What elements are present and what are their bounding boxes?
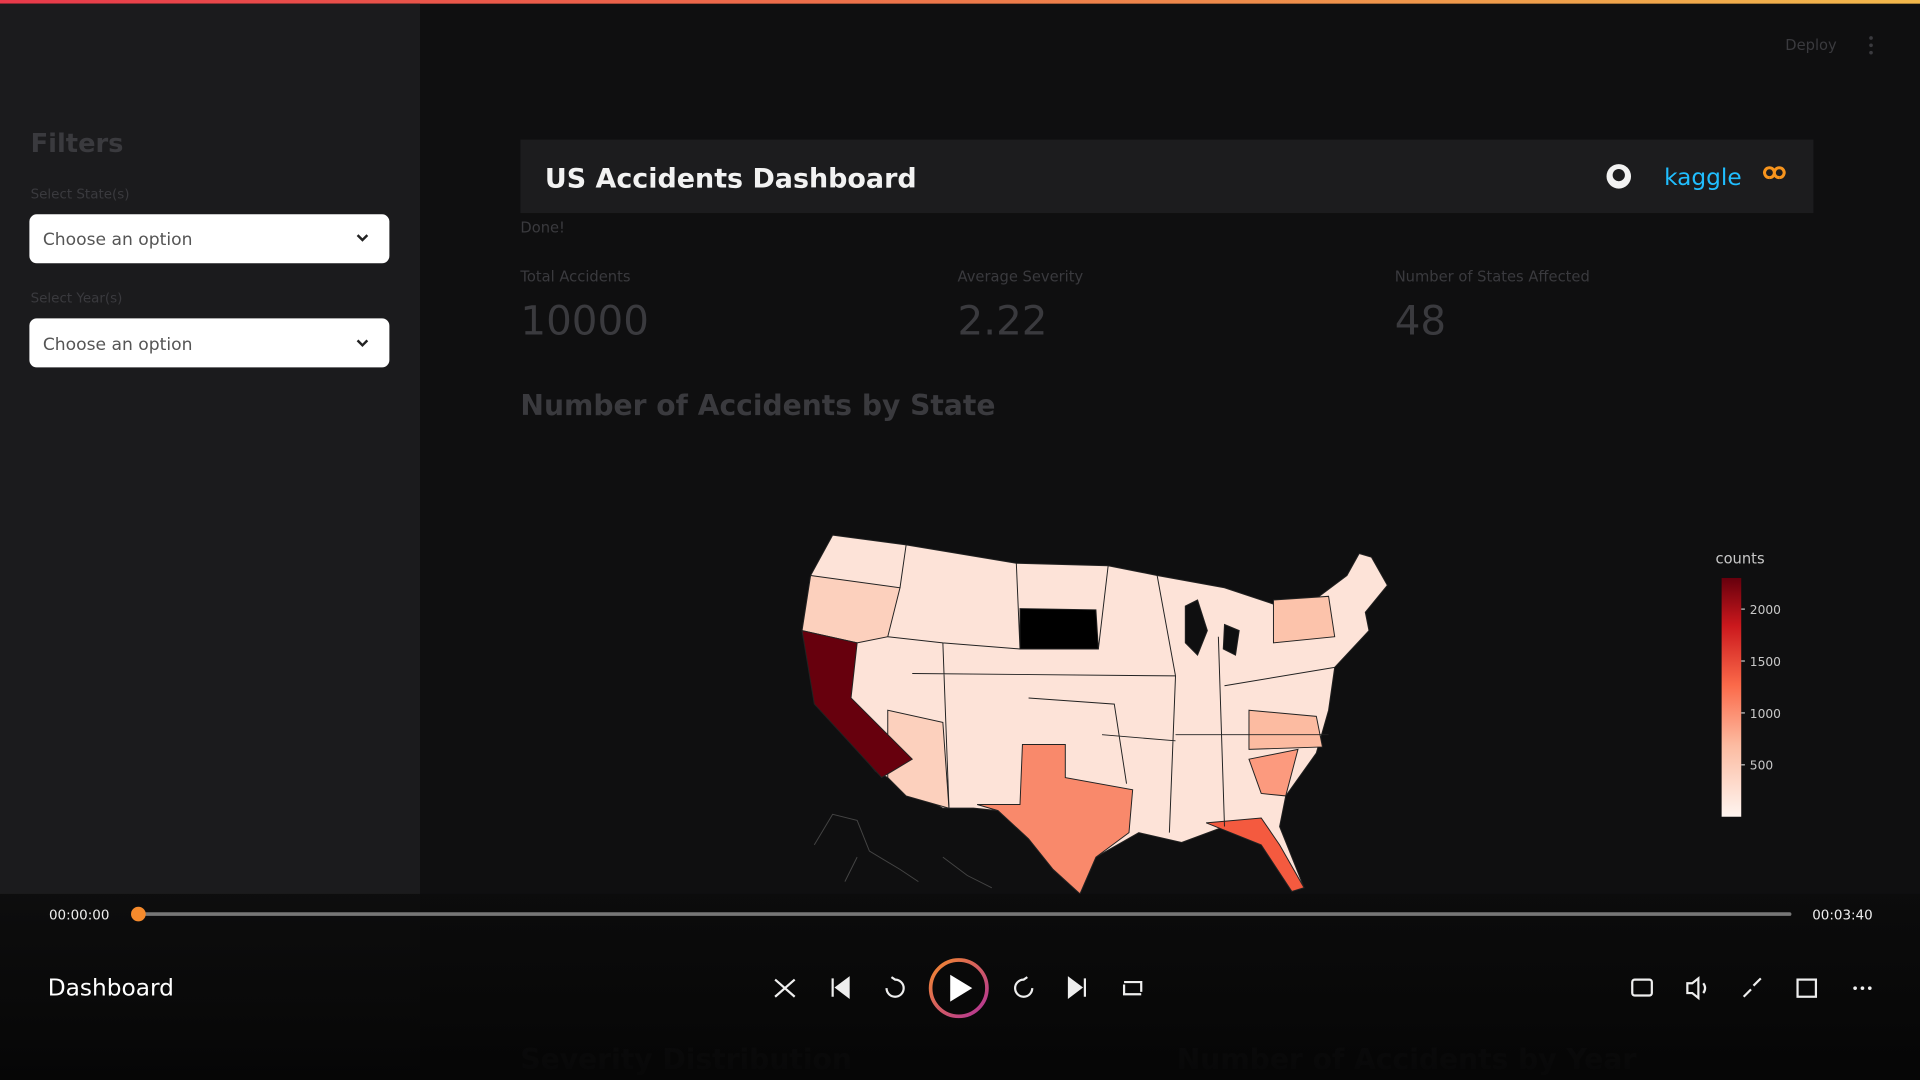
kaggle-link[interactable]: kaggle bbox=[1664, 164, 1742, 191]
colorbar-tick-label: 1500 bbox=[1750, 655, 1781, 669]
infinity-icon[interactable] bbox=[1763, 166, 1786, 180]
chevron bbox=[356, 339, 369, 348]
progress-track[interactable] bbox=[138, 912, 1792, 916]
alaska-hawaii bbox=[813, 813, 993, 889]
metric-value: 48 bbox=[1395, 296, 1446, 344]
colorbar-tick-label: 500 bbox=[1750, 759, 1773, 773]
sidebar-title: Filters bbox=[31, 129, 124, 159]
more-button[interactable] bbox=[1853, 986, 1872, 990]
state-select[interactable] bbox=[29, 214, 390, 264]
year-select[interactable] bbox=[29, 318, 390, 368]
metric-label: Number of States Affected bbox=[1395, 269, 1590, 286]
state bbox=[1248, 709, 1324, 750]
menu-icon[interactable] bbox=[1869, 36, 1873, 55]
state-borders bbox=[887, 544, 1335, 833]
minimize-button[interactable] bbox=[1742, 977, 1762, 998]
select-placeholder: Choose an option bbox=[43, 335, 193, 355]
popout-button[interactable] bbox=[1796, 978, 1818, 998]
state bbox=[1019, 608, 1099, 650]
filter-label: Select Year(s) bbox=[31, 291, 123, 306]
duration: 00:03:40 bbox=[1812, 909, 1872, 924]
state bbox=[1248, 748, 1299, 797]
metric-label: Total Accidents bbox=[519, 269, 630, 286]
map-title: Number of Accidents by State bbox=[520, 389, 995, 422]
deploy-button[interactable]: Deploy bbox=[1785, 37, 1837, 54]
colorbar: counts 500 1000 1500 2000 bbox=[1716, 550, 1781, 817]
top-bar bbox=[0, 0, 1920, 4]
next-button[interactable] bbox=[1067, 976, 1086, 999]
metric-value: 2.22 bbox=[958, 296, 1048, 344]
colorbar-tick-label: 1000 bbox=[1750, 707, 1781, 721]
state bbox=[801, 574, 901, 644]
progress-knob[interactable] bbox=[131, 906, 146, 922]
colorbar-tick-label: 2000 bbox=[1750, 603, 1781, 617]
github-icon[interactable] bbox=[1606, 164, 1632, 189]
state bbox=[801, 629, 914, 779]
metrics: Total Accidents 10000 Average Severity 2.22… bbox=[519, 269, 1589, 345]
media-title: Dashboard bbox=[48, 975, 174, 1002]
play-button[interactable] bbox=[928, 958, 989, 1019]
header-card bbox=[520, 139, 1814, 214]
metric-label: Average Severity bbox=[958, 269, 1084, 286]
colorbar-title: counts bbox=[1716, 550, 1765, 567]
us-map bbox=[801, 534, 1388, 895]
dashboard-title: US Accidents Dashboard bbox=[545, 163, 917, 194]
previous-button[interactable] bbox=[831, 976, 850, 999]
rewind-button[interactable] bbox=[885, 976, 905, 998]
status: Done! bbox=[520, 220, 565, 237]
state bbox=[1272, 595, 1336, 644]
forward-button[interactable] bbox=[1014, 976, 1034, 998]
select-placeholder: Choose an option bbox=[43, 230, 193, 250]
repeat-button[interactable] bbox=[1122, 980, 1143, 996]
captions-button[interactable] bbox=[1631, 978, 1653, 997]
metric-value: 10000 bbox=[520, 296, 649, 344]
state bbox=[1205, 817, 1305, 893]
filter-label: Select State(s) bbox=[31, 187, 130, 202]
lakes bbox=[1184, 599, 1240, 656]
shuffle-button[interactable] bbox=[774, 978, 796, 998]
current-time: 00:00:00 bbox=[49, 909, 109, 924]
chevron bbox=[356, 234, 369, 242]
colorbar-scale bbox=[1721, 577, 1742, 817]
volume-button[interactable] bbox=[1686, 976, 1707, 1001]
